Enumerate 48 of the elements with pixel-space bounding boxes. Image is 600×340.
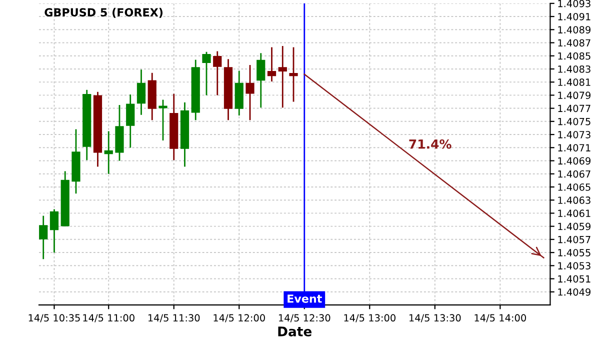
y-tick-label: 1.4073: [558, 131, 590, 138]
y-tick-label: 1.4067: [558, 170, 590, 178]
y-tick-label: 1.4093: [558, 0, 590, 8]
y-tick-label: 1.4085: [558, 52, 590, 60]
candlestick: [136, 70, 146, 115]
candlestick: [39, 216, 48, 260]
x-tick-label: 14/5 11:00: [83, 314, 134, 322]
y-tick-label: 1.4065: [558, 183, 590, 191]
candlestick: [289, 47, 298, 102]
candlestick: [278, 46, 287, 108]
x-tick-label: 14/5 10:35: [28, 314, 80, 322]
candlestick: [213, 51, 222, 96]
x-tick-label: 14/5 11:30: [148, 314, 200, 322]
candlestick: [126, 94, 135, 148]
candlestick: [246, 64, 254, 120]
x-tick-label: 14/5 13:30: [410, 314, 461, 322]
y-tick-label: 1.4057: [558, 236, 590, 244]
x-tick-label: 14/5 13:00: [344, 314, 396, 322]
candlestick: [202, 52, 211, 96]
y-tick-label: 1.4087: [558, 39, 590, 47]
x-axis-title: Date: [278, 326, 312, 336]
ref-line-label: Event: [288, 294, 322, 303]
candlestick: [267, 47, 276, 82]
y-tick-label: 1.4063: [558, 196, 590, 204]
y-tick-label: 1.4049: [558, 288, 590, 296]
chart-title: GBPUSD 5 (FOREX): [44, 8, 163, 18]
y-tick-label: 1.4083: [558, 65, 590, 73]
y-tick-label: 1.4071: [558, 144, 590, 152]
y-tick-label: 1.4077: [558, 104, 590, 112]
annotation: 71.4%: [409, 139, 452, 149]
x-tick-label: 14/5 14:00: [474, 314, 526, 322]
candlestick: [158, 100, 168, 140]
x-tick-label: 14/5 12:30: [278, 314, 330, 322]
y-tick-label: 1.4055: [558, 249, 590, 256]
y-tick-label: 1.4075: [558, 118, 590, 126]
candlestick: [104, 131, 113, 174]
y-tick-label: 1.4081: [558, 78, 590, 86]
x-tick-label: 14/5 12:00: [214, 314, 265, 322]
y-tick-label: 1.4089: [558, 26, 590, 34]
y-tick-label: 1.4061: [558, 210, 590, 218]
y-tick-label: 1.4059: [558, 222, 590, 230]
y-tick-label: 1.4091: [558, 12, 590, 20]
candlestick: [50, 209, 59, 253]
y-tick-label: 1.4069: [558, 157, 590, 165]
y-tick-label: 1.4051: [558, 275, 590, 283]
y-tick-label: 1.4053: [558, 262, 590, 270]
candlestick: [256, 53, 266, 108]
y-tick-label: 1.4079: [558, 92, 590, 100]
